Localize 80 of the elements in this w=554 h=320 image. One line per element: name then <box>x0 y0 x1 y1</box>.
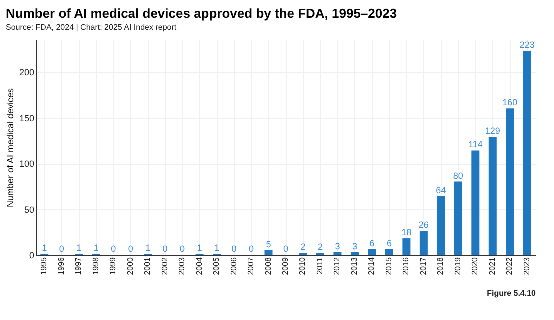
data-label: 0 <box>180 244 186 254</box>
x-tick-label: 2000 <box>126 256 135 276</box>
x-tick-label: 2006 <box>229 256 238 276</box>
x-tick-label: 2022 <box>505 256 514 276</box>
y-tick-label: 100 <box>19 159 34 170</box>
x-tick-label: 2017 <box>418 256 428 276</box>
x-tick-label: 2008 <box>264 256 273 276</box>
data-label: 0 <box>59 244 64 254</box>
data-label: 0 <box>249 244 254 254</box>
bar <box>264 250 273 255</box>
data-label: 6 <box>386 238 392 249</box>
y-tick-label: 0 <box>29 250 34 260</box>
x-tick-label: 2019 <box>453 256 462 276</box>
data-label: 5 <box>266 239 272 250</box>
y-tick-label: 200 <box>19 68 34 78</box>
bar <box>506 108 514 255</box>
data-label: 3 <box>352 241 358 252</box>
y-axis-title: Number of AI medical devices <box>5 88 16 208</box>
data-label: 64 <box>436 185 446 196</box>
x-tick-label: 2018 <box>436 256 446 276</box>
x-tick-label: 2023 <box>522 256 532 276</box>
x-tick-label: 2002 <box>160 256 170 276</box>
y-tick-label: 150 <box>19 113 34 124</box>
bar <box>368 250 376 255</box>
x-tick-label: 2013 <box>350 256 359 276</box>
data-label: 6 <box>370 238 375 249</box>
data-label: 0 <box>111 244 116 254</box>
x-tick-label: 1998 <box>91 256 100 276</box>
chart-title: Number of AI medical devices approved by the FDA, 1995–2023 <box>6 6 398 21</box>
data-label: 0 <box>162 244 168 254</box>
x-tick-label: 2005 <box>212 256 222 276</box>
bar <box>385 250 394 255</box>
data-label: 1 <box>146 243 151 254</box>
data-label: 1 <box>214 243 220 254</box>
x-tick-label: 2011 <box>315 256 324 275</box>
x-tick-label: 1997 <box>74 256 84 276</box>
x-tick-label: 1999 <box>108 256 118 276</box>
data-label: 129 <box>485 126 500 136</box>
data-label: 160 <box>502 98 518 108</box>
bar <box>523 50 532 255</box>
bar <box>402 238 411 255</box>
x-tick-label: 1995 <box>40 256 49 276</box>
bar <box>437 196 446 255</box>
data-label: 2 <box>300 242 306 252</box>
x-tick-label: 2004 <box>194 256 204 276</box>
x-tick-label: 2007 <box>246 256 256 276</box>
x-tick-label: 2014 <box>367 256 376 276</box>
bar <box>350 252 359 255</box>
bar <box>488 136 497 255</box>
data-label: 1 <box>76 243 82 254</box>
data-label: 2 <box>318 242 323 252</box>
data-label: 1 <box>42 243 48 254</box>
bar <box>420 231 428 255</box>
x-tick-label: 2009 <box>281 256 290 276</box>
data-label: 223 <box>520 40 535 50</box>
data-label: 1 <box>197 243 202 254</box>
chart-subtitle: Source: FDA, 2024 | Chart: 2025 AI Index report <box>6 23 178 32</box>
x-tick-label: 2021 <box>488 256 497 276</box>
x-tick-label: 2012 <box>332 256 342 276</box>
data-label: 0 <box>128 244 134 254</box>
data-label: 18 <box>402 228 412 238</box>
x-tick-label: 2001 <box>143 256 152 276</box>
data-label: 3 <box>335 241 340 252</box>
data-label: 114 <box>468 140 483 150</box>
bar <box>334 252 342 255</box>
data-label: 26 <box>418 220 429 230</box>
data-label: 1 <box>94 243 99 254</box>
x-tick-label: 2010 <box>298 256 308 276</box>
x-tick-label: 2003 <box>178 256 187 276</box>
y-tick-label: 50 <box>24 204 34 215</box>
caption: Figure 5.4.10 <box>487 289 537 298</box>
data-label: 0 <box>232 244 237 254</box>
bar <box>454 182 462 255</box>
x-tick-label: 1996 <box>56 256 66 276</box>
bar <box>472 150 480 255</box>
data-label: 0 <box>283 244 289 254</box>
x-tick-label: 2020 <box>470 256 480 276</box>
x-tick-label: 2015 <box>384 256 394 276</box>
x-tick-label: 2016 <box>402 256 411 276</box>
data-label: 80 <box>453 170 464 181</box>
